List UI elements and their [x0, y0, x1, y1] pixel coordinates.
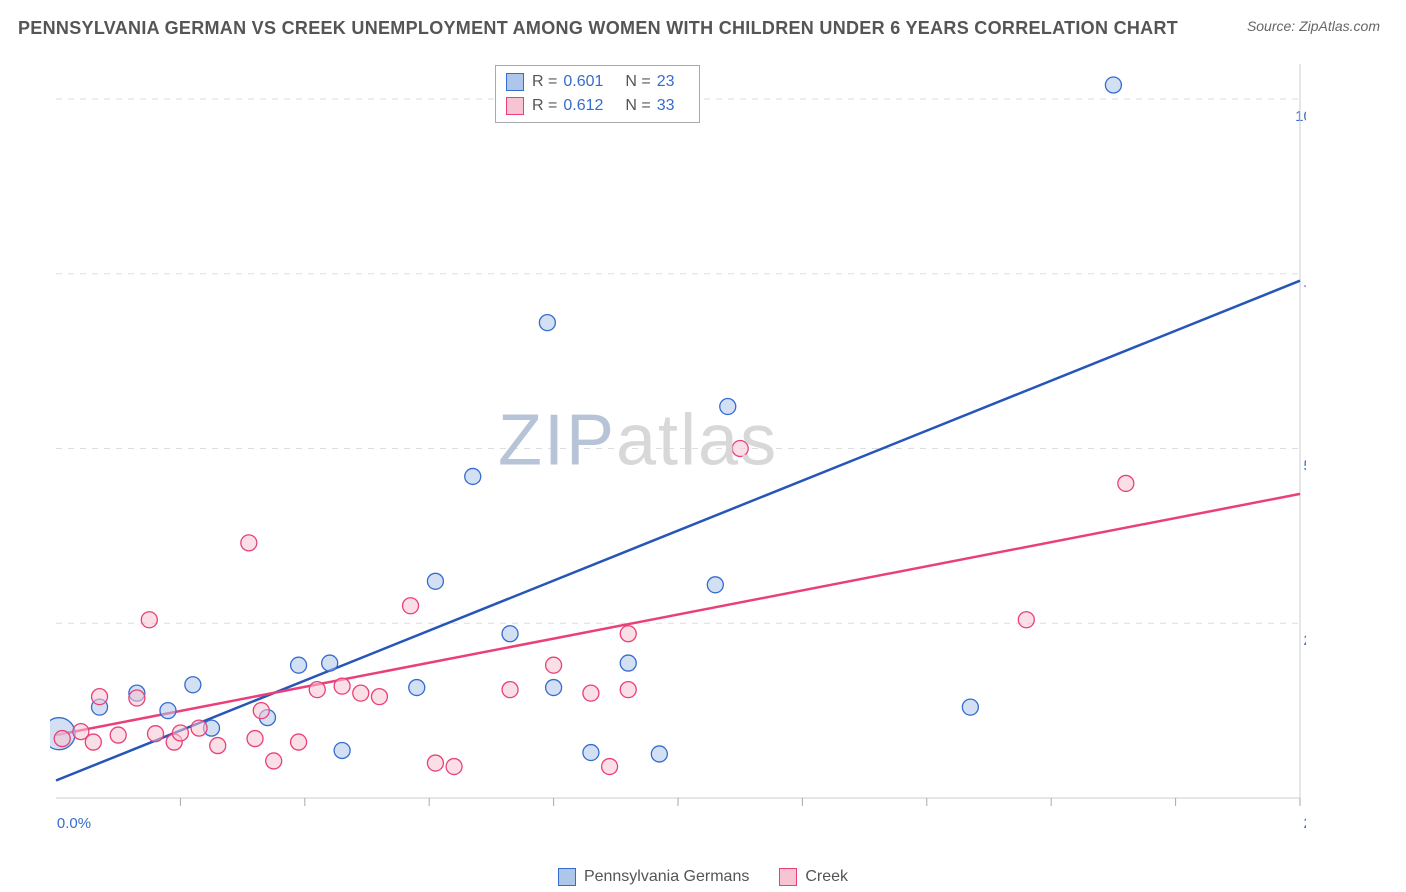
data-point — [962, 699, 978, 715]
data-point — [210, 738, 226, 754]
y-tick-label: 25.0% — [1303, 632, 1306, 649]
n-value: 33 — [657, 97, 675, 115]
n-label: N = — [625, 73, 650, 91]
data-point — [602, 759, 618, 775]
legend-swatch-blue — [506, 73, 524, 91]
data-point — [720, 399, 736, 415]
data-point — [172, 725, 188, 741]
data-point — [54, 731, 70, 747]
data-point — [546, 657, 562, 673]
legend-swatch-blue — [558, 868, 576, 886]
data-point — [707, 577, 723, 593]
legend-item: Creek — [779, 868, 848, 886]
legend-item: Pennsylvania Germans — [558, 868, 749, 886]
x-tick-label: 0.0% — [57, 815, 91, 832]
correlation-legend-row: R = 0.612 N = 33 — [506, 94, 689, 118]
data-point — [266, 753, 282, 769]
y-tick-label: 75.0% — [1303, 283, 1306, 300]
y-tick-label: 100.0% — [1295, 108, 1306, 125]
data-point — [403, 598, 419, 614]
data-point — [502, 626, 518, 642]
data-point — [620, 655, 636, 671]
x-corner-label: 20.0% — [1303, 815, 1306, 832]
r-label: R = — [532, 73, 557, 91]
chart-title: PENNSYLVANIA GERMAN VS CREEK UNEMPLOYMEN… — [18, 18, 1178, 39]
legend-label: Pennsylvania Germans — [584, 868, 749, 886]
data-point — [160, 703, 176, 719]
data-point — [583, 685, 599, 701]
data-point — [191, 720, 207, 736]
data-point — [92, 689, 108, 705]
legend-label: Creek — [805, 868, 848, 886]
data-point — [539, 315, 555, 331]
data-point — [409, 680, 425, 696]
n-value: 23 — [657, 73, 675, 91]
scatter-chart-svg: 25.0% 50.0% 75.0% 100.0% 0.0% 20.0% — [50, 58, 1306, 834]
data-point — [1118, 475, 1134, 491]
data-point — [427, 755, 443, 771]
data-point — [148, 726, 164, 742]
data-point — [291, 657, 307, 673]
data-point — [620, 682, 636, 698]
data-point — [446, 759, 462, 775]
data-point — [353, 685, 369, 701]
correlation-legend-row: R = 0.601 N = 23 — [506, 70, 689, 94]
data-point — [309, 682, 325, 698]
data-point — [185, 677, 201, 693]
correlation-legend: R = 0.601 N = 23 R = 0.612 N = 33 — [495, 65, 700, 123]
data-point — [732, 440, 748, 456]
data-point — [241, 535, 257, 551]
data-point — [651, 746, 667, 762]
data-point — [546, 680, 562, 696]
data-point — [465, 468, 481, 484]
data-point — [502, 682, 518, 698]
data-point — [141, 612, 157, 628]
data-point — [247, 731, 263, 747]
data-point — [1018, 612, 1034, 628]
n-label: N = — [625, 97, 650, 115]
legend-swatch-pink — [779, 868, 797, 886]
r-value: 0.601 — [563, 73, 603, 91]
data-point — [85, 734, 101, 750]
data-point — [1105, 77, 1121, 93]
data-point — [129, 690, 145, 706]
legend-swatch-pink — [506, 97, 524, 115]
data-point — [253, 703, 269, 719]
data-point — [110, 727, 126, 743]
data-point — [334, 742, 350, 758]
data-point — [620, 626, 636, 642]
source-attribution: Source: ZipAtlas.com — [1247, 18, 1380, 34]
data-point — [322, 655, 338, 671]
data-point — [427, 573, 443, 589]
r-value: 0.612 — [563, 97, 603, 115]
r-label: R = — [532, 97, 557, 115]
series-legend: Pennsylvania Germans Creek — [0, 868, 1406, 886]
y-tick-label: 50.0% — [1303, 457, 1306, 474]
data-point — [334, 678, 350, 694]
chart-plot-area: 25.0%50.0%75.0%100.0%0.0%20.0% ZIPatlas … — [50, 58, 1306, 834]
data-point — [371, 689, 387, 705]
data-point — [583, 745, 599, 761]
data-point — [291, 734, 307, 750]
